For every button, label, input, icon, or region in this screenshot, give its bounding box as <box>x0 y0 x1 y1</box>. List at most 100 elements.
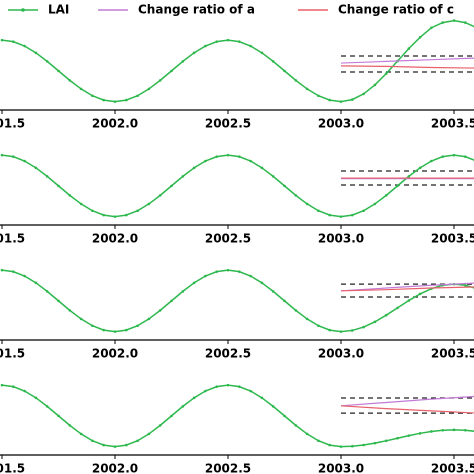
point <box>181 290 185 293</box>
point <box>147 202 151 206</box>
point <box>158 309 162 312</box>
point <box>12 270 15 273</box>
point <box>113 100 117 103</box>
point <box>407 299 411 302</box>
x-tick-label: 2002.0 <box>92 232 138 246</box>
series-line <box>340 395 474 407</box>
legend-label: Change ratio of c <box>338 3 454 17</box>
point <box>226 268 230 272</box>
point <box>452 19 456 22</box>
point <box>57 299 60 303</box>
point <box>294 309 298 312</box>
point <box>271 60 275 63</box>
point <box>294 79 298 82</box>
point <box>418 166 422 170</box>
point <box>34 281 38 285</box>
x-tick-label: 2003.5 <box>431 232 474 246</box>
point <box>102 213 105 217</box>
point <box>215 40 218 43</box>
point <box>362 209 365 213</box>
point <box>373 441 377 445</box>
point <box>317 209 320 213</box>
point <box>0 38 4 42</box>
point <box>79 87 83 91</box>
point <box>283 69 286 73</box>
point <box>351 213 354 217</box>
point <box>23 44 26 48</box>
point <box>260 51 264 55</box>
point <box>351 329 354 332</box>
x-tick-label: 2001.5 <box>0 462 25 474</box>
x-tick-label: 2003.5 <box>431 347 474 361</box>
point <box>136 439 139 443</box>
point <box>373 83 377 87</box>
point <box>147 317 151 321</box>
point <box>464 155 467 158</box>
x-tick-label: 2001.5 <box>0 117 25 131</box>
point <box>57 69 60 73</box>
point <box>215 270 218 273</box>
x-tick-label: 2002.0 <box>92 347 138 361</box>
point <box>226 38 230 42</box>
point <box>294 194 298 197</box>
point <box>305 87 309 91</box>
point <box>452 153 456 157</box>
x-tick-label: 2003.0 <box>318 462 364 474</box>
series-line <box>1 154 474 218</box>
point <box>136 209 139 213</box>
point <box>317 324 320 328</box>
point <box>452 428 456 432</box>
point <box>373 202 377 206</box>
point <box>204 274 207 278</box>
point <box>305 317 309 321</box>
point <box>91 324 94 328</box>
point <box>238 385 241 388</box>
point <box>181 405 185 408</box>
point <box>249 44 252 48</box>
point <box>238 270 241 273</box>
point <box>339 100 343 103</box>
point <box>430 430 433 433</box>
point <box>238 155 241 158</box>
point <box>464 283 467 287</box>
point <box>136 94 139 98</box>
point <box>125 98 128 102</box>
point <box>34 51 38 55</box>
series-line <box>340 282 474 292</box>
point <box>12 40 15 43</box>
point <box>362 443 365 447</box>
point <box>158 424 162 427</box>
point <box>147 87 151 91</box>
x-tick-label: 2001.5 <box>0 347 25 361</box>
point <box>271 405 275 408</box>
point <box>170 299 173 303</box>
point <box>136 324 139 328</box>
point <box>294 424 298 427</box>
point <box>407 175 411 178</box>
point <box>170 414 173 418</box>
x-tick-label: 2003.0 <box>318 232 364 246</box>
point <box>351 444 354 448</box>
point <box>0 268 4 272</box>
point <box>328 443 332 447</box>
series-line <box>340 65 474 69</box>
point <box>362 92 365 96</box>
point <box>57 414 60 418</box>
point <box>283 184 286 188</box>
point <box>0 383 4 387</box>
point <box>260 396 264 400</box>
point <box>339 215 343 218</box>
x-tick-label: 2002.5 <box>205 462 251 474</box>
point <box>396 436 399 440</box>
point <box>328 98 332 102</box>
point <box>396 306 399 310</box>
point <box>271 175 275 178</box>
point <box>249 389 252 393</box>
x-tick-label: 2001.5 <box>0 232 25 246</box>
point <box>464 428 467 432</box>
point <box>12 155 15 158</box>
point <box>181 175 185 178</box>
point <box>384 72 388 75</box>
point <box>45 60 49 63</box>
